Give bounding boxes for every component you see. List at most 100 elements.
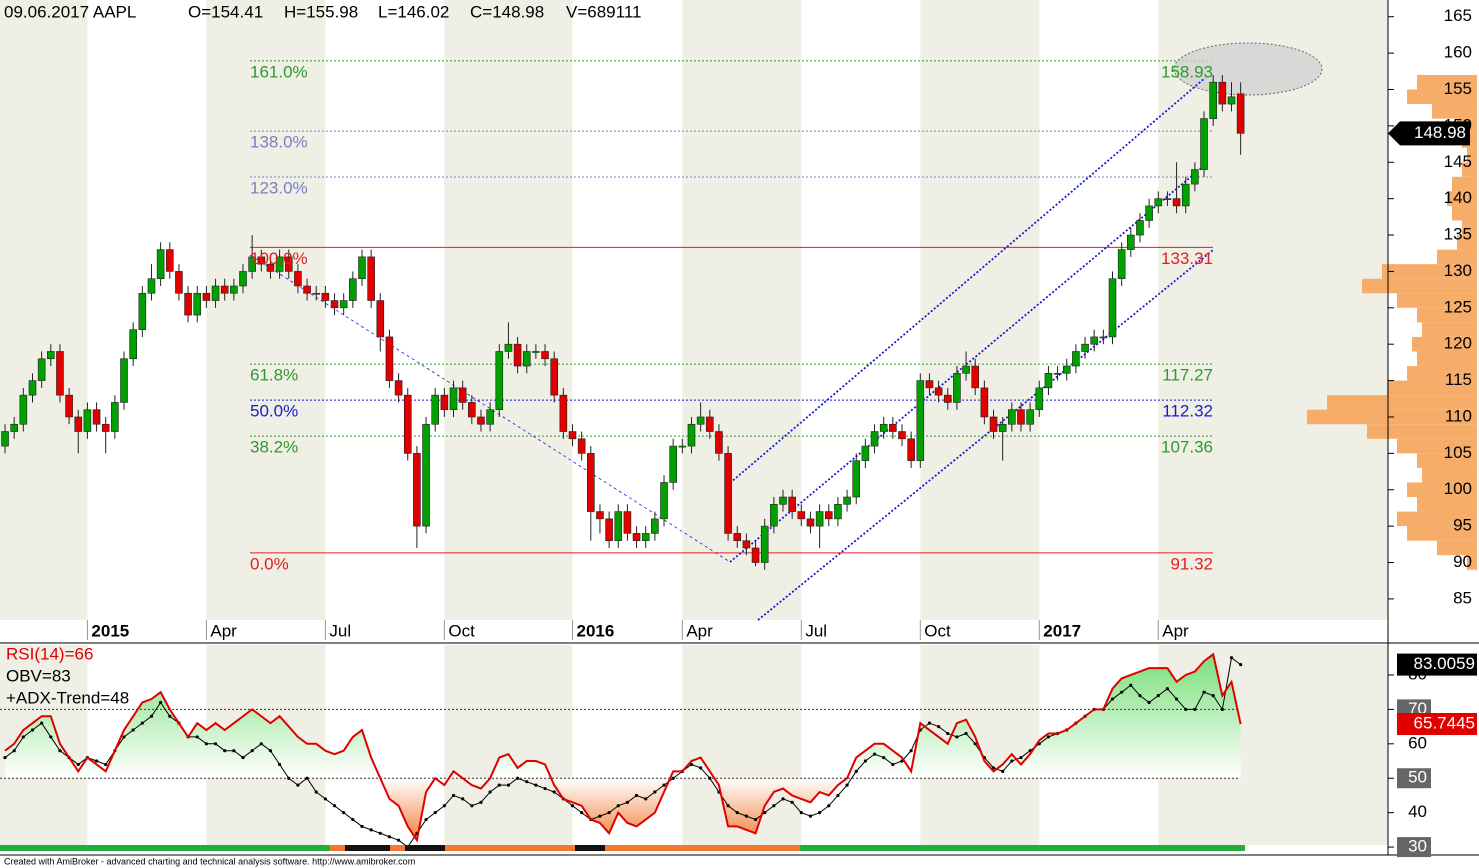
series-dot: [1211, 694, 1215, 698]
series-dot: [689, 762, 694, 767]
candle-body: [74, 416, 83, 432]
candle-body: [19, 394, 28, 425]
series-dot: [360, 824, 364, 829]
x-tick-label: Jul: [329, 621, 351, 640]
profile-bar: [1397, 293, 1477, 308]
series-dot: [543, 786, 547, 791]
candle-body: [175, 271, 183, 294]
series-dot: [195, 735, 199, 739]
series-dot: [955, 735, 959, 739]
series-dot: [296, 783, 300, 787]
series-dot: [378, 831, 382, 835]
y-tick-label: 145: [1444, 152, 1472, 171]
candle-body: [843, 496, 851, 505]
candle-body: [458, 387, 467, 403]
candle-body: [1072, 351, 1080, 367]
y-tick-label: 95: [1453, 516, 1472, 535]
series-dot: [1229, 656, 1234, 660]
series-dot: [598, 814, 602, 818]
last-price-box: [1388, 121, 1470, 146]
candle-body: [980, 387, 989, 418]
candle-body: [1154, 198, 1163, 207]
candle-body: [202, 292, 211, 301]
series-dot: [753, 817, 758, 822]
candle-body: [1172, 198, 1181, 207]
series-dot: [744, 814, 748, 818]
candle-body: [184, 292, 192, 316]
candle-body: [870, 431, 879, 447]
series-dot: [506, 783, 511, 787]
series-dot: [1165, 687, 1170, 691]
candle-body: [46, 351, 55, 360]
tick-box: [1397, 768, 1431, 789]
candle-body: [1017, 409, 1025, 425]
candle-body: [147, 278, 156, 294]
series-dot: [268, 749, 273, 753]
series-dot: [607, 811, 611, 815]
series-dot: [387, 835, 392, 839]
candle-body: [220, 285, 229, 294]
rsi-area-up: [5, 654, 1241, 778]
candle-body: [211, 285, 220, 301]
series-dot: [836, 793, 840, 798]
candle-body: [358, 256, 366, 280]
series-dot: [726, 804, 730, 808]
series-dot: [991, 766, 996, 770]
series-dot: [1174, 697, 1179, 701]
candle-body: [925, 380, 934, 389]
series-dot: [351, 817, 355, 822]
profile-bar: [1467, 555, 1477, 570]
x-tick-label: Oct: [924, 621, 951, 640]
candle-body: [779, 496, 787, 505]
candle-body: [513, 343, 522, 367]
fib-label: 138.0%: [250, 133, 308, 152]
candle-body: [898, 431, 906, 440]
candle-body: [788, 496, 796, 512]
series-dot: [40, 721, 44, 725]
series-dot: [1147, 700, 1151, 705]
series-dot: [342, 811, 346, 815]
y-tick-label: 155: [1444, 79, 1472, 98]
band: [1158, 0, 1388, 620]
series-dot: [278, 762, 282, 767]
series-dot: [1193, 707, 1197, 711]
fib-label: 61.8%: [250, 366, 298, 385]
fib-price: 133.31: [1161, 249, 1213, 268]
series-dot: [515, 776, 520, 780]
candle-body: [266, 263, 275, 272]
fib-label: 100.0%: [250, 249, 308, 268]
profile-bar: [1412, 336, 1477, 352]
candle-body: [660, 482, 668, 520]
series-dot: [872, 752, 877, 756]
series-dot: [964, 731, 968, 736]
candle-body: [83, 409, 92, 432]
candle-body: [596, 511, 604, 520]
fib-price: 91.32: [1170, 554, 1213, 573]
series-dot: [21, 735, 25, 739]
candle-body: [1200, 118, 1208, 170]
band: [206, 0, 326, 620]
profile-bar: [1382, 264, 1477, 279]
candle-body: [1227, 96, 1236, 105]
series-dot: [1010, 759, 1014, 763]
candle-body: [998, 423, 1007, 432]
channel-middle: [729, 164, 1206, 563]
candle-body: [1090, 336, 1098, 345]
y-tick-label: 115: [1445, 370, 1472, 389]
candle-body: [468, 402, 476, 418]
profile-bar: [1462, 220, 1477, 236]
candle-body: [1026, 409, 1034, 425]
candle-body: [385, 336, 394, 381]
candle-body: [989, 416, 998, 432]
candle-body: [797, 511, 806, 520]
candle-body: [376, 300, 385, 338]
y-tick-label: 130: [1444, 261, 1472, 280]
candle-body: [239, 271, 247, 287]
series-dot: [799, 811, 803, 815]
tick-box: [1397, 837, 1431, 858]
candle-body: [1236, 93, 1245, 134]
y-tick-label: 40: [1408, 802, 1427, 821]
series-dot: [1239, 663, 1243, 667]
series-dot: [1120, 690, 1124, 694]
